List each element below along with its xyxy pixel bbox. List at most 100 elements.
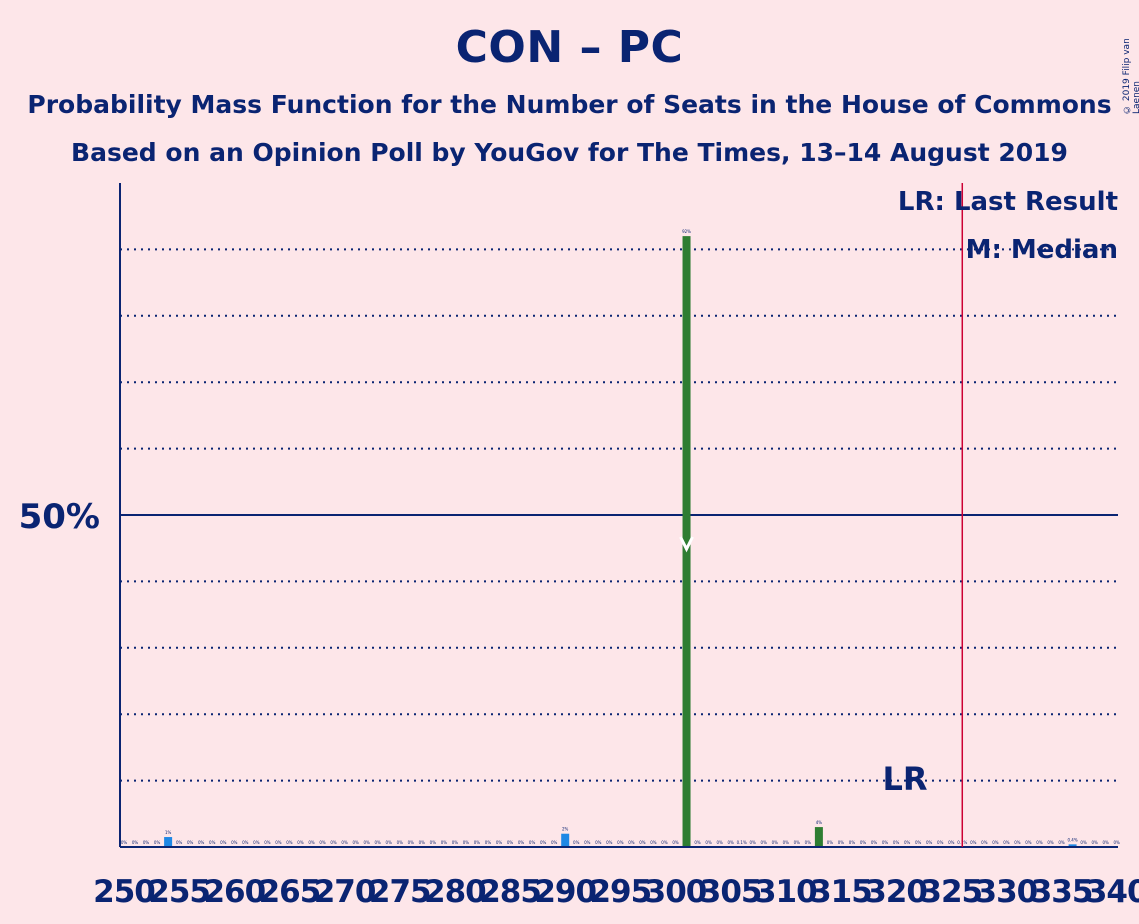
bar-label-265: 0% bbox=[286, 840, 293, 845]
bar-313 bbox=[814, 827, 823, 847]
bar-label-291: 0% bbox=[573, 840, 580, 845]
bar-label-250: 0% bbox=[121, 840, 128, 845]
bar-label-309: 0% bbox=[772, 840, 779, 845]
bar-label-327: 0% bbox=[970, 840, 977, 845]
bar-label-340: 0% bbox=[1114, 840, 1121, 845]
bar-label-320: 0% bbox=[893, 840, 900, 845]
bar-label-336: 0.4% bbox=[1067, 837, 1077, 842]
bar-label-310: 0% bbox=[783, 840, 790, 845]
bar-label-325: 0% bbox=[948, 840, 955, 845]
x-tick-315: 315 bbox=[810, 874, 872, 910]
x-tick-275: 275 bbox=[369, 874, 431, 910]
x-tick-270: 270 bbox=[314, 874, 376, 910]
bar-label-283: 0% bbox=[485, 840, 492, 845]
bar-label-276: 0% bbox=[408, 840, 415, 845]
chart-subtitle-2: Based on an Opinion Poll by YouGov for T… bbox=[71, 138, 1068, 167]
bar-label-279: 0% bbox=[441, 840, 448, 845]
bar-label-286: 0% bbox=[518, 840, 525, 845]
bar-label-289: 0% bbox=[551, 840, 558, 845]
bar-label-278: 0% bbox=[430, 840, 437, 845]
bar-label-266: 0% bbox=[297, 840, 304, 845]
chart-title: CON – PC bbox=[455, 22, 684, 73]
bar-label-335: 0% bbox=[1058, 840, 1065, 845]
bar-label-296: 0% bbox=[628, 840, 635, 845]
bar-label-334: 0% bbox=[1047, 840, 1054, 845]
x-tick-320: 320 bbox=[865, 874, 927, 910]
x-tick-305: 305 bbox=[700, 874, 762, 910]
bar-label-267: 0% bbox=[308, 840, 315, 845]
bar-label-269: 0% bbox=[330, 840, 337, 845]
x-tick-295: 295 bbox=[589, 874, 651, 910]
bar-label-299: 0% bbox=[661, 840, 668, 845]
bar-label-324: 0% bbox=[937, 840, 944, 845]
median-marker bbox=[679, 536, 694, 553]
bar-label-264: 0% bbox=[275, 840, 282, 845]
bar-label-317: 0% bbox=[860, 840, 867, 845]
bar-290 bbox=[561, 833, 570, 847]
bar-label-277: 0% bbox=[419, 840, 426, 845]
grid-lines bbox=[120, 248, 1118, 782]
bar-label-314: 0% bbox=[827, 840, 834, 845]
bar-label-253: 0% bbox=[154, 840, 161, 845]
x-tick-340: 340 bbox=[1086, 874, 1139, 910]
x-tick-265: 265 bbox=[259, 874, 321, 910]
bar-label-271: 0% bbox=[352, 840, 359, 845]
x-tick-335: 335 bbox=[1031, 874, 1093, 910]
bar-label-252: 0% bbox=[143, 840, 150, 845]
x-tick-260: 260 bbox=[203, 874, 265, 910]
bar-label-338: 0% bbox=[1091, 840, 1098, 845]
bar-label-257: 0% bbox=[198, 840, 205, 845]
x-tick-250: 250 bbox=[93, 874, 155, 910]
x-tick-310: 310 bbox=[755, 874, 817, 910]
bar-labels: 0% 0% 0% 0% 0% 0% 0% 0% 0% 0% 0% 0% 0% 0% 0% 0% 0% 0% 0% 0%… bbox=[121, 229, 1120, 845]
x-tick-325: 325 bbox=[920, 874, 982, 910]
bar-label-331: 0% bbox=[1014, 840, 1021, 845]
bar-label-318: 0% bbox=[871, 840, 878, 845]
bar-label-260: 0% bbox=[231, 840, 238, 845]
bar-301 bbox=[682, 236, 691, 847]
bar-label-281: 0% bbox=[463, 840, 470, 845]
bar-label-280: 0% bbox=[452, 840, 459, 845]
bar-label-303: 0% bbox=[705, 840, 712, 845]
bar-label-293: 0% bbox=[595, 840, 602, 845]
x-tick-330: 330 bbox=[976, 874, 1038, 910]
bar-label-256: 0% bbox=[187, 840, 194, 845]
bar-336 bbox=[1068, 844, 1077, 847]
bar-label-259: 0% bbox=[220, 840, 227, 845]
bar-label-262: 0% bbox=[253, 840, 260, 845]
bar-label-290: 2% bbox=[562, 827, 569, 832]
bar-label-294: 0% bbox=[606, 840, 613, 845]
bar-label-321: 0% bbox=[904, 840, 911, 845]
bar-series bbox=[164, 236, 1077, 847]
bar-label-295: 0% bbox=[617, 840, 624, 845]
bar-label-339: 0% bbox=[1102, 840, 1109, 845]
bar-label-313: 4% bbox=[816, 820, 823, 825]
y-tick-label-50: 50% bbox=[19, 497, 100, 537]
bar-label-337: 0% bbox=[1080, 840, 1087, 845]
bar-label-332: 0% bbox=[1025, 840, 1032, 845]
bar-label-308: 0% bbox=[761, 840, 768, 845]
bar-label-275: 0% bbox=[397, 840, 404, 845]
bar-label-312: 0% bbox=[805, 840, 812, 845]
last-result-label: LR bbox=[882, 760, 927, 798]
bar-label-297: 0% bbox=[639, 840, 646, 845]
bar-label-315: 0% bbox=[838, 840, 845, 845]
axes bbox=[119, 183, 1118, 848]
x-tick-285: 285 bbox=[479, 874, 541, 910]
bar-label-319: 0% bbox=[882, 840, 889, 845]
bar-label-251: 0% bbox=[132, 840, 139, 845]
bar-label-333: 0% bbox=[1036, 840, 1043, 845]
bar-label-287: 0% bbox=[529, 840, 536, 845]
bar-label-311: 0% bbox=[794, 840, 801, 845]
bar-label-285: 0% bbox=[507, 840, 514, 845]
bar-label-292: 0% bbox=[584, 840, 591, 845]
legend-last-result: LR: Last Result bbox=[898, 187, 1118, 217]
bar-label-304: 0% bbox=[716, 840, 723, 845]
x-tick-290: 290 bbox=[534, 874, 596, 910]
bar-label-284: 0% bbox=[496, 840, 503, 845]
bar-label-302: 0% bbox=[694, 840, 701, 845]
bar-label-307: 0% bbox=[750, 840, 757, 845]
bar-label-273: 0% bbox=[375, 840, 382, 845]
bar-label-274: 0% bbox=[386, 840, 393, 845]
